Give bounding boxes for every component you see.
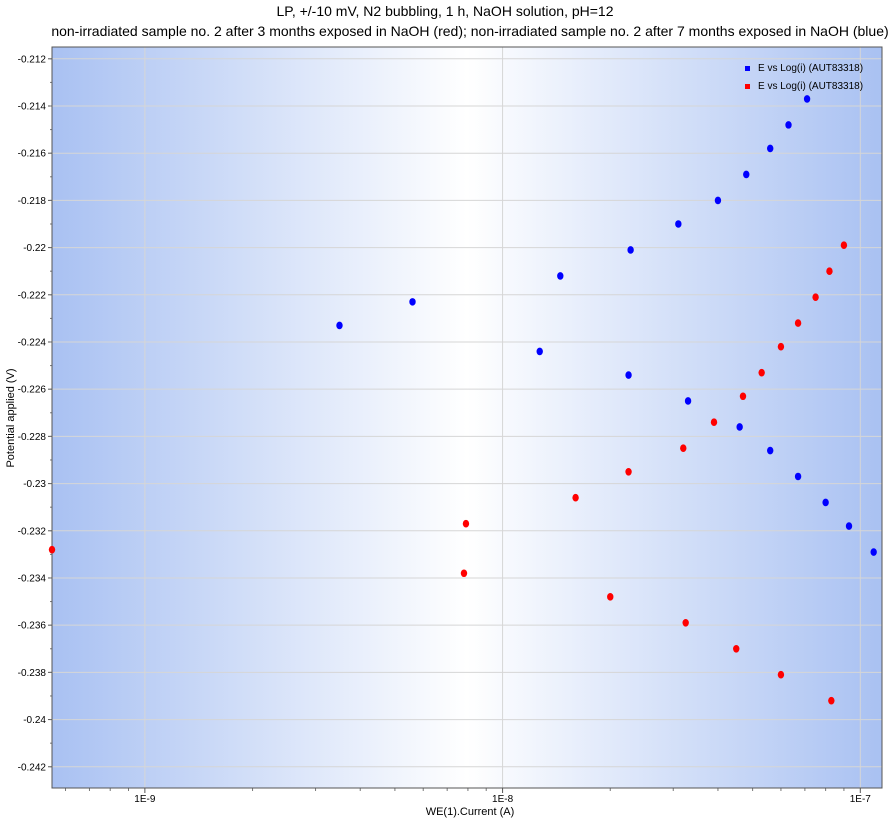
y-axis-label: Potential applied (V) [5, 368, 17, 467]
data-point [625, 371, 632, 379]
data-point [680, 444, 687, 452]
gridlines [52, 47, 882, 788]
series-1 [336, 95, 877, 556]
data-point [840, 241, 848, 250]
data-point [733, 644, 740, 653]
data-point [785, 121, 792, 129]
data-point [557, 272, 564, 280]
y-tick-label: -0.228 [18, 432, 47, 443]
data-point [682, 619, 689, 627]
data-point [743, 170, 750, 179]
y-tick-label: -0.212 [18, 54, 47, 65]
y-tick-label: -0.226 [18, 385, 47, 396]
data-point [822, 498, 829, 507]
data-point [758, 368, 765, 377]
legend-marker [745, 66, 750, 71]
plot-frame [51, 46, 883, 789]
y-tick-label: -0.22 [23, 243, 46, 254]
data-point [625, 467, 632, 476]
y-tick-label: -0.236 [18, 621, 47, 632]
chart-subtitle: non-irradiated sample no. 2 after 3 mont… [51, 23, 888, 39]
legend-marker [745, 84, 750, 89]
legend-label: E vs Log(i) (AUT83318) [758, 63, 863, 74]
data-point [845, 522, 853, 530]
y-tick-label: -0.232 [18, 526, 47, 537]
data-point [460, 569, 468, 578]
data-points [48, 95, 877, 705]
data-point [828, 696, 835, 705]
data-point [536, 347, 543, 356]
y-tick-label: -0.216 [18, 149, 47, 160]
data-point [710, 418, 718, 427]
y-tick-label: -0.242 [18, 762, 47, 773]
y-tick-label: -0.224 [18, 337, 47, 348]
data-point [336, 321, 343, 330]
data-point [767, 144, 774, 153]
data-point [767, 446, 774, 455]
data-point [870, 548, 877, 556]
series-2 [48, 241, 848, 705]
data-point [803, 95, 811, 103]
y-tick-label: -0.222 [18, 290, 47, 301]
y-tick-label: -0.214 [18, 101, 47, 112]
data-point [607, 593, 614, 601]
data-point [714, 196, 722, 205]
y-tick-label: -0.218 [18, 196, 47, 207]
data-point [462, 519, 470, 528]
chart-title: LP, +/-10 mV, N2 bubbling, 1 h, NaOH sol… [277, 3, 614, 19]
x-tick-label: 1E-7 [850, 794, 872, 805]
y-tick-label: -0.23 [23, 479, 46, 490]
data-point [826, 267, 833, 275]
x-tick-label: 1E-8 [492, 794, 514, 805]
data-point [777, 670, 785, 679]
data-point [675, 220, 682, 228]
data-point [627, 246, 634, 254]
y-tick-label: -0.238 [18, 668, 47, 679]
data-point [684, 397, 692, 405]
data-point [777, 342, 785, 351]
legend: E vs Log(i) (AUT83318) E vs Log(i) (AUT83… [745, 63, 863, 92]
data-point [572, 493, 579, 502]
legend-label: E vs Log(i) (AUT83318) [758, 81, 863, 92]
plot-area [52, 47, 882, 788]
data-point [409, 298, 416, 306]
data-point [739, 392, 747, 401]
data-point [48, 545, 56, 554]
x-tick-label: 1E-9 [134, 794, 156, 805]
data-point [794, 472, 802, 481]
y-tick-label: -0.24 [23, 715, 46, 726]
y-tick-label: -0.234 [18, 573, 47, 584]
axis-ticks: -0.212 -0.214 -0.216 -0.218 -0.22 -0.222 -0.22… [18, 54, 872, 805]
data-point [794, 319, 802, 327]
data-point [736, 423, 743, 431]
x-axis-label: WE(1).Current (A) [426, 806, 515, 818]
data-point [812, 293, 819, 301]
